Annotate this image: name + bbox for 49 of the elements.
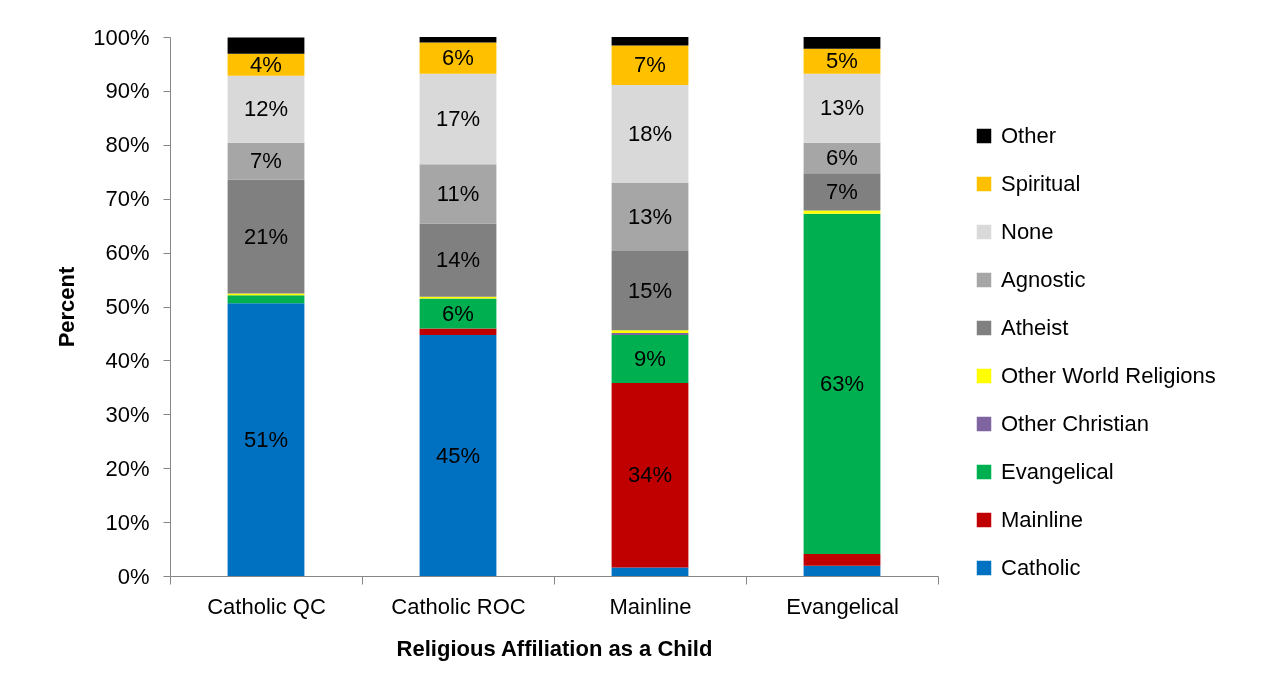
y-axis-title: Percent xyxy=(54,265,80,348)
data-label: 51% xyxy=(243,426,289,452)
data-label: 7% xyxy=(250,148,282,174)
legend-label: Agnostic xyxy=(1001,267,1086,292)
data-label: 7% xyxy=(634,52,666,78)
y-tick-label: 70% xyxy=(105,186,150,212)
data-label: 4% xyxy=(250,51,282,77)
legend-label: Atheist xyxy=(1001,315,1069,340)
x-tick-label: Mainline xyxy=(609,593,692,619)
y-tick-label: 80% xyxy=(105,132,150,158)
legend-label: Mainline xyxy=(1001,507,1083,532)
y-tick-label: 30% xyxy=(105,401,150,427)
data-label: 5% xyxy=(826,48,858,74)
data-label: 9% xyxy=(634,346,666,372)
data-label: 18% xyxy=(627,121,673,147)
y-tick-label: 0% xyxy=(117,563,150,589)
legend-label: Other xyxy=(1001,123,1057,148)
data-label: 45% xyxy=(435,442,481,468)
y-tick-label: 90% xyxy=(105,78,150,104)
data-label: 6% xyxy=(826,145,858,171)
legend-label: Other World Religions xyxy=(1001,363,1216,388)
x-axis-title: Religious Affiliation as a Child xyxy=(396,635,713,661)
x-tick-label: Catholic QC xyxy=(207,593,326,619)
data-label: 34% xyxy=(627,462,673,488)
y-tick-label: 50% xyxy=(105,294,150,319)
data-label: 6% xyxy=(442,45,474,71)
data-label: 14% xyxy=(435,247,481,273)
data-label: 12% xyxy=(243,96,289,122)
x-tick-label: Evangelical xyxy=(786,593,899,619)
data-label: 15% xyxy=(627,277,673,303)
data-label: 17% xyxy=(435,105,481,131)
legend-label: None xyxy=(1001,219,1054,244)
y-tick-label: 60% xyxy=(105,240,150,266)
legend-label: Other Christian xyxy=(1001,411,1149,436)
y-tick-label: 100% xyxy=(93,24,150,50)
data-label: 63% xyxy=(819,370,865,396)
data-label: 11% xyxy=(436,180,480,206)
y-tick-label: 10% xyxy=(105,509,150,535)
y-tick-label: 40% xyxy=(105,347,150,373)
data-label: 7% xyxy=(826,178,858,204)
legend-label: Catholic xyxy=(1001,555,1081,580)
data-label: 13% xyxy=(819,95,865,121)
y-tick-label: 20% xyxy=(105,455,150,481)
x-tick-label: Catholic ROC xyxy=(391,593,526,619)
legend-label: Spiritual xyxy=(1001,171,1081,196)
data-label: 6% xyxy=(442,300,474,326)
data-label: 21% xyxy=(243,223,289,249)
data-label: 13% xyxy=(627,204,673,230)
legend-label: Evangelical xyxy=(1001,459,1114,484)
